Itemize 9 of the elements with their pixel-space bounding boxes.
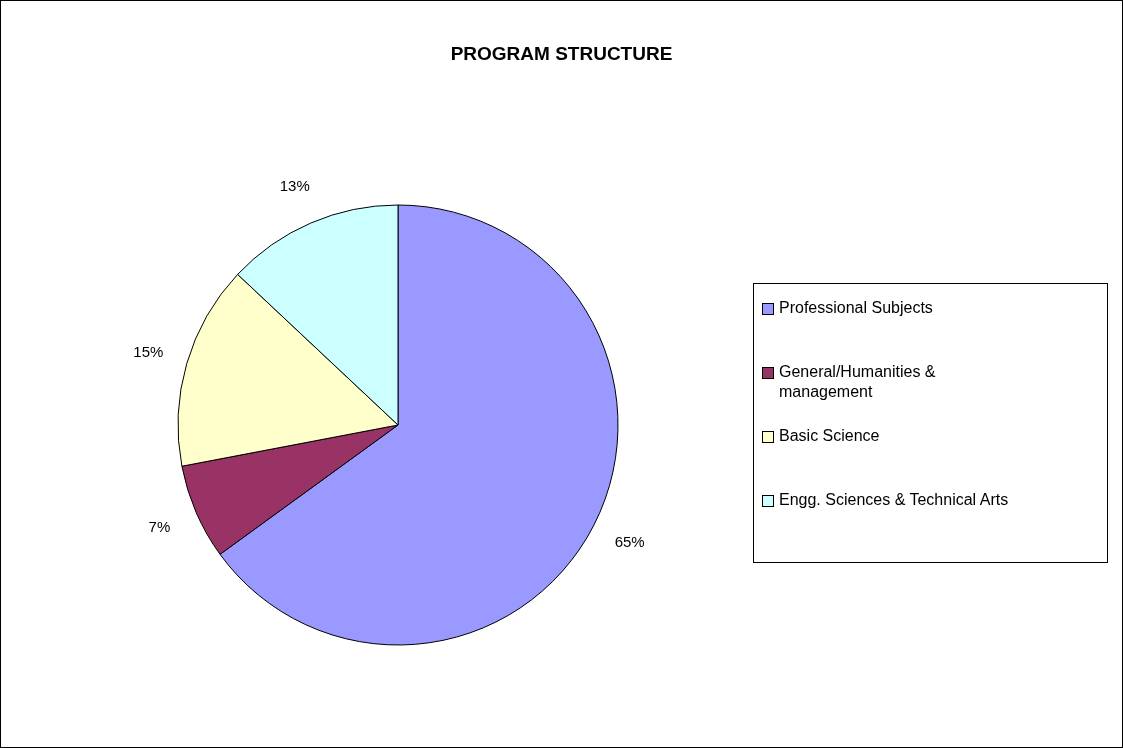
- legend-label: Engg. Sciences & Technical Arts: [779, 490, 1010, 510]
- data-label: 7%: [148, 518, 171, 536]
- chart-title: PROGRAM STRUCTURE: [449, 43, 674, 65]
- data-label: 13%: [279, 176, 310, 194]
- legend-label: Professional Subjects: [779, 298, 934, 318]
- data-label: 65%: [614, 533, 645, 551]
- data-label: 15%: [133, 342, 164, 360]
- legend-label: Basic Science: [779, 426, 881, 446]
- legend-label: General/Humanities & management: [779, 362, 937, 402]
